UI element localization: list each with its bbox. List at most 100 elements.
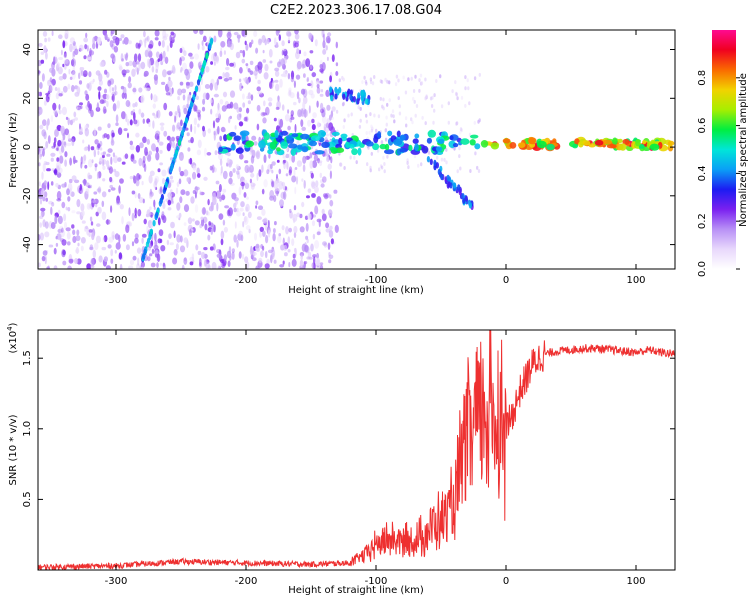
heatmap-cell — [54, 87, 58, 91]
heatmap-cell — [338, 78, 341, 83]
heatmap-cell — [296, 160, 302, 168]
heatmap-cell — [186, 177, 190, 182]
heatmap-cell — [237, 37, 240, 43]
heatmap-cell — [125, 224, 130, 233]
heatmap-cell — [458, 154, 461, 159]
heatmap-cell — [304, 155, 308, 161]
heatmap-cell — [42, 196, 46, 202]
heatmap-cell — [251, 135, 257, 141]
heatmap-cell — [327, 37, 331, 44]
heatmap-cell — [435, 79, 438, 83]
heatmap-cell — [297, 144, 303, 150]
heatmap-cell — [90, 258, 95, 267]
heatmap-cell — [258, 257, 263, 264]
heatmap-cell — [71, 70, 76, 75]
heatmap-cell — [119, 66, 123, 71]
heatmap-cell — [166, 135, 171, 141]
heatmap-cell — [220, 194, 226, 201]
heatmap-cell — [272, 233, 276, 242]
heatmap-cell — [187, 147, 191, 152]
heatmap-cell — [414, 74, 417, 79]
heatmap-cell — [45, 161, 50, 166]
heatmap-cell — [155, 151, 160, 161]
heatmap-cell — [154, 37, 159, 41]
heatmap-cell — [216, 78, 219, 86]
heatmap-cell — [273, 37, 277, 46]
heatmap-cell — [594, 139, 604, 146]
heatmap-cell — [447, 101, 450, 106]
heatmap-cell — [233, 135, 241, 141]
heatmap-cell — [99, 99, 105, 105]
heatmap-cell — [141, 237, 144, 244]
heatmap-cell — [277, 235, 282, 244]
heatmap-cell — [244, 164, 250, 174]
heatmap-cell — [373, 113, 376, 118]
heatmap-cell — [162, 202, 166, 209]
heatmap-cell — [132, 103, 136, 108]
heatmap-cell — [158, 141, 164, 146]
heatmap-cell — [291, 258, 297, 267]
heatmap-cell — [249, 164, 254, 173]
heatmap-cell — [183, 169, 189, 177]
heatmap-cell — [453, 146, 456, 151]
heatmap-cell — [421, 115, 424, 120]
heatmap-x-ticks: -300 -200 -100 0 100 — [105, 30, 646, 286]
heatmap-cell — [298, 97, 301, 104]
heatmap-cell — [160, 125, 164, 132]
heatmap-cell — [271, 181, 274, 188]
heatmap-cell — [257, 38, 262, 46]
heatmap-cell — [118, 252, 123, 260]
heatmap-cell — [322, 241, 327, 246]
heatmap-cell — [412, 138, 419, 144]
x-tick-label: -300 — [105, 275, 128, 286]
heatmap-cell — [132, 159, 137, 164]
heatmap-cell — [305, 235, 309, 240]
heatmap-cell — [63, 213, 67, 222]
heatmap-cell — [351, 148, 358, 156]
heatmap-cell — [114, 249, 117, 254]
heatmap-cell — [369, 168, 372, 173]
heatmap-cell — [99, 157, 104, 164]
heatmap-cell — [176, 234, 181, 243]
heatmap-cell — [612, 137, 618, 145]
heatmap-cell — [111, 132, 115, 138]
heatmap-cell — [69, 187, 72, 197]
heatmap-cell — [349, 93, 353, 101]
heatmap-cell — [143, 163, 147, 172]
heatmap-cell — [62, 132, 66, 141]
heatmap-cell — [155, 130, 161, 137]
heatmap-cell — [257, 66, 263, 74]
heatmap-cell — [73, 111, 77, 118]
heatmap-cell — [324, 123, 327, 127]
heatmap-cell — [48, 244, 54, 248]
heatmap-cell — [320, 89, 324, 93]
heatmap-cell — [103, 256, 108, 263]
heatmap-cell — [266, 38, 270, 45]
heatmap-cell — [311, 193, 316, 198]
heatmap-cell — [251, 182, 254, 186]
heatmap-cell — [186, 132, 190, 137]
colorbar-ticks: 0.0 0.2 0.4 0.6 0.8 — [697, 70, 740, 277]
heatmap-cell — [103, 133, 108, 138]
heatmap-cell — [278, 58, 281, 65]
heatmap-cell — [218, 76, 223, 80]
heatmap-cell — [197, 111, 201, 118]
heatmap-cell — [169, 175, 174, 180]
heatmap-cell — [79, 183, 83, 191]
heatmap-cell — [256, 216, 262, 221]
heatmap-cell — [290, 70, 295, 80]
heatmap-cell — [172, 257, 178, 265]
heatmap-cell — [319, 68, 324, 73]
heatmap-cell — [264, 263, 270, 269]
heatmap-cell — [406, 161, 409, 165]
heatmap-cell — [50, 83, 54, 92]
heatmap-cell — [343, 118, 346, 123]
heatmap-cell — [128, 40, 132, 45]
heatmap-cell — [89, 216, 93, 222]
heatmap-cell — [365, 131, 368, 135]
heatmap-cell — [216, 249, 221, 254]
heatmap-cell — [236, 207, 239, 213]
heatmap-cell — [342, 125, 345, 129]
heatmap-cell — [86, 83, 90, 89]
heatmap-cell — [294, 167, 298, 170]
